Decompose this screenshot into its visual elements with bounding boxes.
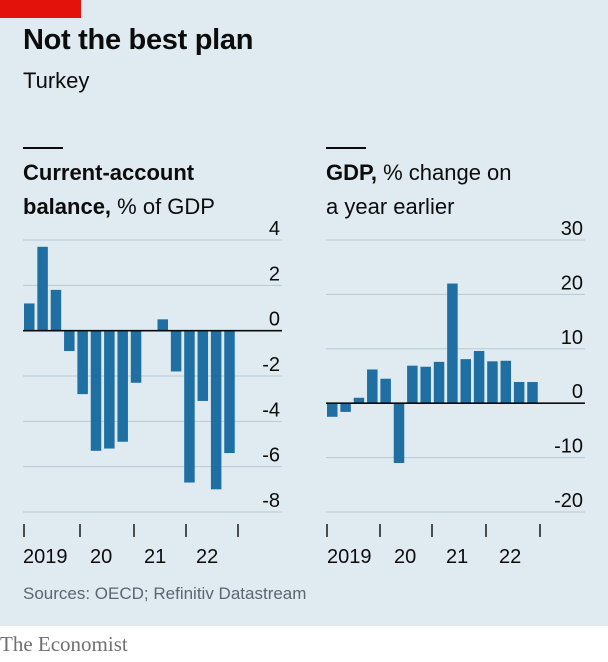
bar (340, 403, 351, 412)
bar (77, 330, 88, 395)
y-tick-label: -2 (262, 354, 280, 376)
bar (407, 365, 418, 404)
brand-red-bar (0, 0, 81, 18)
bar (420, 366, 431, 404)
y-tick-label: -4 (262, 399, 280, 421)
right-chart-title-bold: GDP, (326, 160, 377, 185)
bar (157, 319, 168, 331)
left-title-rule (23, 147, 63, 149)
bar (487, 361, 498, 404)
bar (380, 378, 391, 404)
bar (37, 246, 48, 331)
bar (24, 303, 35, 331)
bar (327, 403, 338, 417)
bar (433, 361, 445, 404)
bar (170, 330, 182, 372)
bar (130, 330, 142, 383)
right-title-rule (326, 147, 366, 149)
bar (184, 330, 195, 483)
y-tick-label: 20 (561, 272, 583, 294)
x-tick-label: 20 (90, 546, 112, 568)
bar (367, 369, 378, 404)
x-tick-label: 22 (196, 546, 218, 568)
bar (353, 397, 365, 404)
right-chart-title-line2: a year earlier (326, 194, 455, 219)
x-tick-label: 21 (446, 546, 468, 568)
y-tick-label: 4 (269, 218, 280, 240)
bar (500, 360, 512, 404)
y-tick-label: 30 (561, 218, 583, 240)
y-tick-label: -10 (554, 436, 583, 458)
bar (197, 330, 209, 401)
right-chart-title: GDP, % change on a year earlier (326, 156, 512, 224)
page-title: Not the best plan (23, 24, 254, 56)
x-tick-label: 22 (499, 546, 521, 568)
bar (460, 359, 471, 404)
y-tick-label: -20 (554, 490, 583, 512)
y-tick-label: -6 (262, 445, 280, 467)
brand-wordmark: The Economist (0, 632, 128, 656)
bar (90, 330, 102, 451)
bar (64, 330, 75, 352)
bar (513, 381, 525, 404)
bar (393, 403, 405, 464)
x-tick-label: 20 (394, 546, 416, 568)
y-tick-label: 0 (269, 309, 280, 331)
bar (104, 330, 115, 449)
source-note: Sources: OECD; Refinitiv Datastream (23, 584, 307, 603)
bar (117, 330, 128, 442)
page-subtitle: Turkey (23, 68, 90, 93)
left-chart-title-unit: % of GDP (117, 194, 215, 219)
right-chart-title-unit: % change on (383, 160, 512, 185)
chart-panel (0, 0, 608, 626)
y-tick-label: 2 (269, 263, 280, 285)
bar (210, 330, 222, 490)
bar (447, 283, 458, 404)
bar (50, 289, 62, 331)
x-tick-label: 2019 (327, 546, 372, 568)
x-tick-label: 21 (144, 546, 166, 568)
bar (473, 350, 485, 404)
left-chart-title-bold2: balance, (23, 194, 112, 219)
y-tick-label: 0 (572, 381, 583, 403)
y-tick-label: -8 (262, 490, 280, 512)
left-chart-title: Current-account balance, % of GDP (23, 156, 215, 224)
bar (527, 381, 538, 404)
left-chart-title-bold: Current-account (23, 160, 195, 185)
y-tick-label: 10 (561, 327, 583, 349)
x-tick-label: 2019 (23, 546, 68, 568)
bar (224, 330, 235, 454)
